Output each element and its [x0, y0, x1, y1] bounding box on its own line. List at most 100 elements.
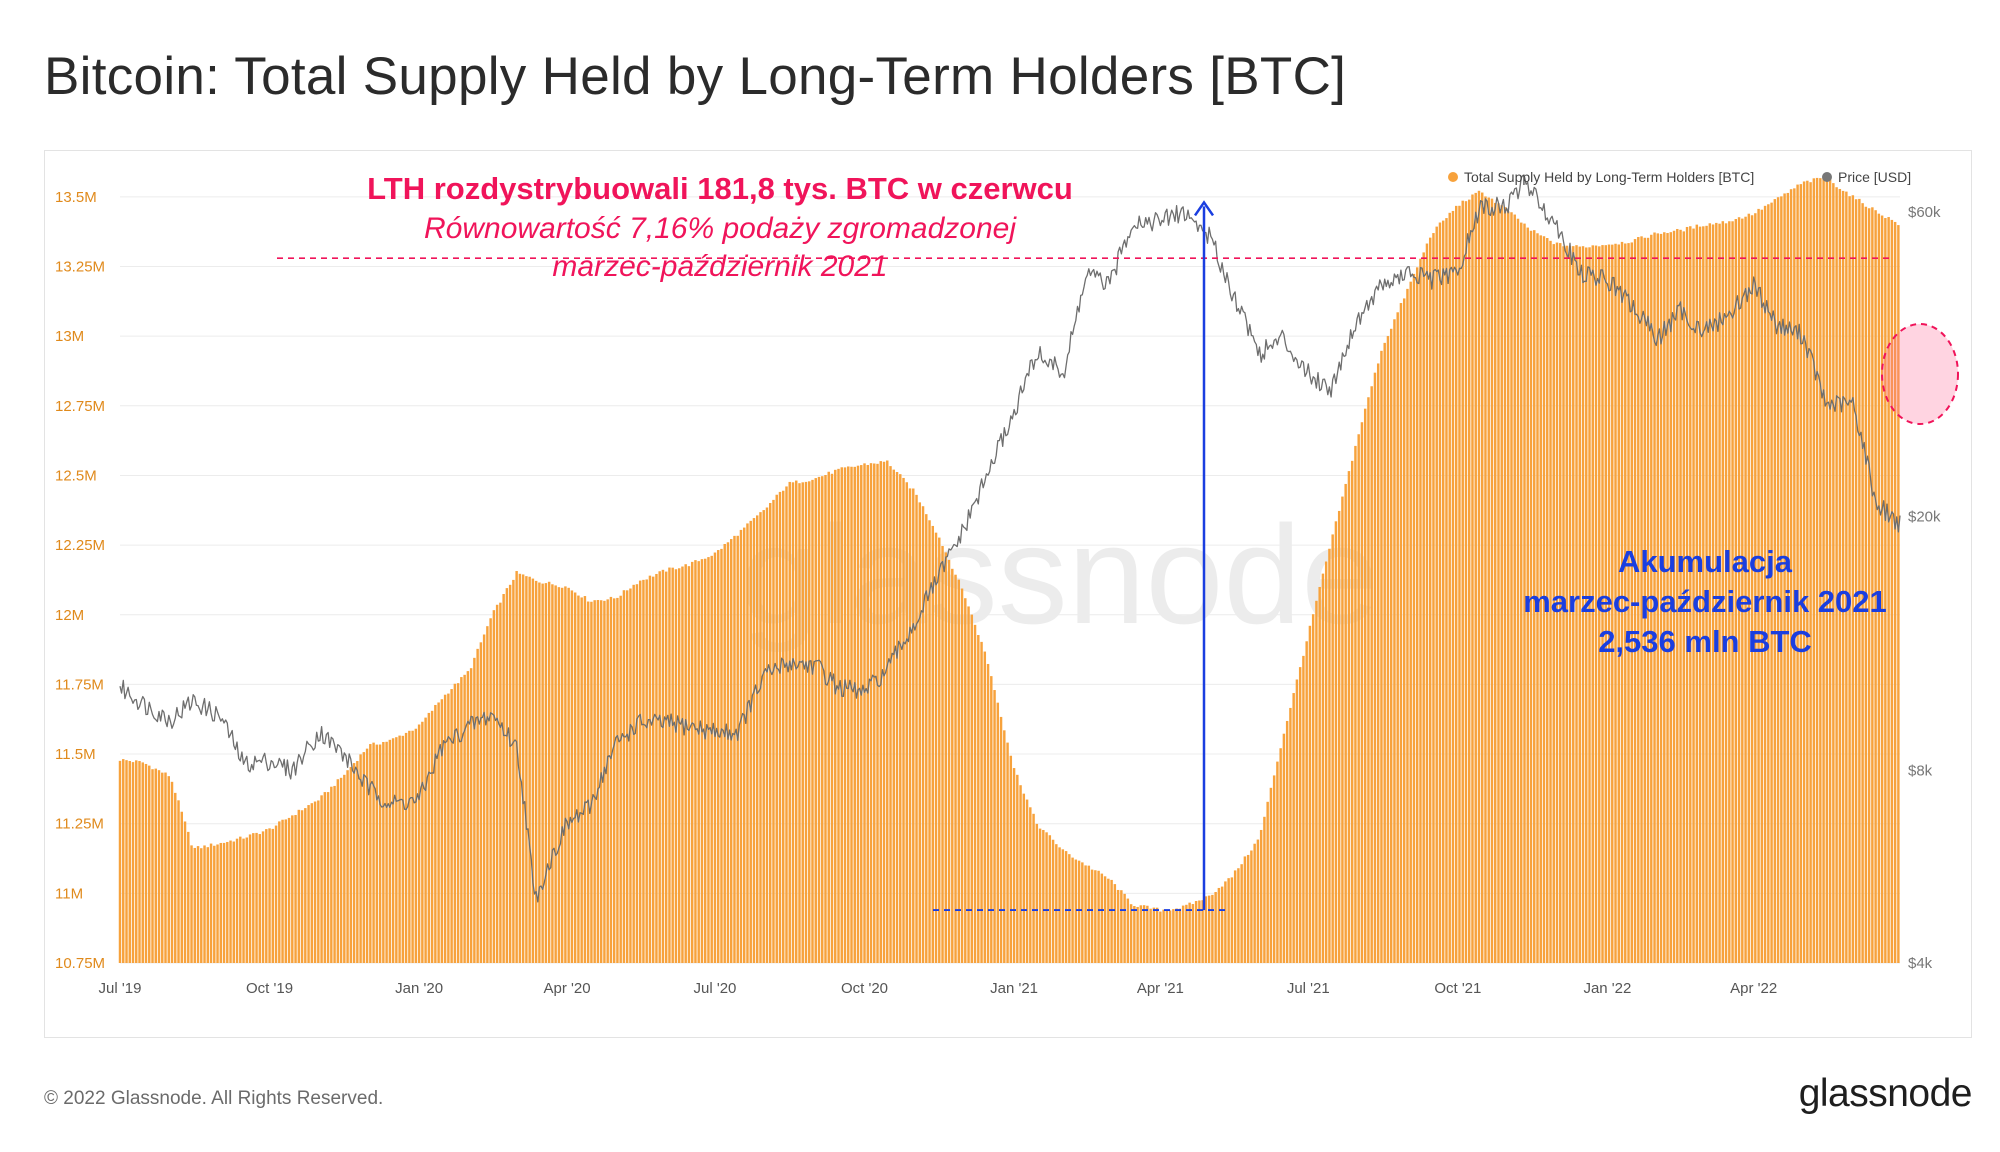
supply-bar [469, 668, 473, 963]
supply-bar [1851, 195, 1855, 963]
supply-bar [1793, 188, 1796, 964]
supply-bar [1272, 775, 1276, 963]
supply-bar [1809, 182, 1812, 963]
supply-bar [1724, 223, 1728, 963]
supply-bar [187, 831, 190, 963]
supply-bar [1718, 223, 1721, 964]
supply-bar [1311, 614, 1315, 963]
supply-bar [235, 838, 239, 963]
supply-bar [300, 810, 304, 963]
supply-bar [291, 815, 294, 963]
supply-bar [1025, 799, 1029, 963]
supply-bar [905, 482, 908, 963]
supply-bar [1728, 221, 1731, 963]
supply-bar [830, 473, 834, 963]
supply-bar [1123, 893, 1126, 963]
supply-bar [804, 481, 808, 963]
y-right-tick-label: $20k [1908, 509, 1941, 526]
glassnode-logo: glassnode [1798, 1072, 1973, 1115]
supply-bar [1663, 232, 1666, 963]
supply-bar [769, 503, 772, 963]
supply-bar [281, 819, 284, 963]
supply-bar [1188, 902, 1191, 963]
supply-bar [1250, 850, 1253, 963]
supply-bar [1097, 870, 1100, 963]
x-tick-label: Jan '21 [990, 980, 1038, 997]
supply-bar [1162, 909, 1165, 963]
supply-bar [1396, 312, 1399, 963]
supply-bar [216, 844, 219, 963]
supply-bar [1617, 244, 1620, 964]
supply-bar [544, 583, 548, 963]
supply-bar [1425, 243, 1429, 963]
supply-bar [1432, 233, 1435, 964]
supply-bar [297, 809, 301, 963]
accumulation-line-3: 2,536 mln BTC [1598, 624, 1812, 659]
supply-bar [1789, 189, 1793, 963]
y-left-tick-label: 11M [55, 885, 83, 902]
supply-bar [1285, 720, 1289, 963]
supply-bar [1136, 906, 1139, 963]
accumulation-arrow-head [1193, 200, 1215, 217]
supply-bar [489, 618, 492, 963]
supply-bar [1819, 178, 1822, 963]
supply-bar [492, 610, 496, 963]
supply-bar [1887, 217, 1890, 963]
supply-bar [1884, 218, 1887, 963]
supply-bar [1763, 205, 1767, 964]
supply-bar [1133, 906, 1136, 963]
supply-bar [1542, 236, 1546, 964]
supply-bar [1815, 177, 1819, 963]
supply-bar [1211, 894, 1214, 963]
supply-bar [1009, 755, 1013, 963]
supply-bar [1399, 303, 1403, 963]
supply-bar [944, 552, 948, 963]
supply-bar [287, 817, 291, 963]
supply-bar [343, 774, 346, 963]
supply-bar [791, 482, 795, 963]
supply-bar [733, 535, 736, 963]
supply-bar [1689, 226, 1692, 964]
supply-bar [612, 598, 616, 963]
supply-bar [1376, 363, 1380, 963]
supply-bar [232, 841, 236, 963]
supply-bar [1116, 889, 1120, 963]
supply-bar [941, 546, 944, 963]
x-tick-label: Oct '21 [1434, 980, 1481, 997]
supply-bar [863, 463, 866, 963]
supply-bar [1474, 192, 1477, 963]
supply-bar [408, 730, 411, 963]
supply-bar [1445, 218, 1448, 963]
supply-bar [317, 800, 320, 963]
supply-bar [918, 502, 922, 963]
supply-bar [222, 842, 226, 963]
supply-bar [1510, 212, 1513, 963]
supply-bar [886, 460, 889, 963]
supply-bar [902, 477, 905, 963]
supply-bar [1129, 904, 1133, 963]
supply-bar [1562, 246, 1565, 963]
y-left-tick-label: 11.5M [55, 746, 96, 763]
supply-bar [726, 542, 730, 963]
supply-bar [573, 592, 577, 963]
supply-bar [141, 762, 144, 963]
supply-bar [1341, 496, 1344, 963]
supply-bar [1487, 197, 1490, 964]
supply-bar [1581, 246, 1585, 963]
supply-bar [951, 568, 954, 963]
supply-bar [925, 514, 928, 963]
supply-bar [313, 801, 317, 963]
supply-bar [1282, 733, 1286, 963]
supply-bar [1441, 220, 1445, 964]
supply-bar [694, 560, 697, 963]
x-tick-label: Apr '21 [1137, 980, 1184, 997]
x-tick-label: Oct '19 [246, 980, 293, 997]
supply-bar [554, 585, 557, 963]
supply-bar [398, 735, 401, 963]
supply-bar [1702, 226, 1705, 964]
supply-bar [814, 478, 817, 963]
supply-bar [151, 769, 154, 963]
supply-bar [382, 741, 385, 963]
supply-bar [525, 576, 528, 963]
supply-bar [1191, 904, 1195, 963]
